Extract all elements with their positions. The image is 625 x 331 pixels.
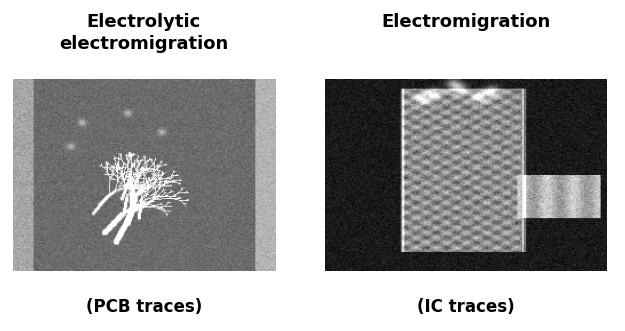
Text: (IC traces): (IC traces) xyxy=(417,298,514,316)
Text: (PCB traces): (PCB traces) xyxy=(86,298,202,316)
Text: Electrolytic
electromigration: Electrolytic electromigration xyxy=(59,13,228,53)
Text: Electromigration: Electromigration xyxy=(381,13,550,31)
